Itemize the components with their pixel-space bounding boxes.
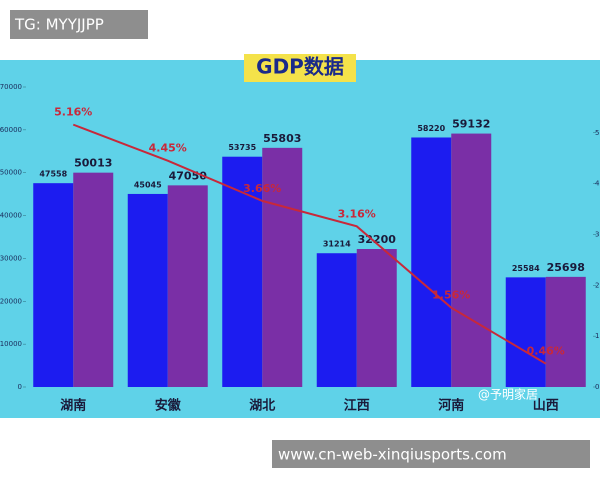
bar <box>127 193 168 387</box>
bar-value-label: 47558 <box>39 170 67 179</box>
bar-value-label: 58220 <box>417 124 445 133</box>
bar <box>505 277 546 387</box>
bar <box>167 185 208 387</box>
y2-tick-label: 4 <box>595 180 600 188</box>
url-text: www.cn-web-xinqiusports.com <box>278 446 507 464</box>
y-tick-label: 20000 <box>0 297 22 305</box>
url-box <box>272 440 590 468</box>
bar <box>262 147 303 387</box>
y2-tick-label: 5 <box>595 129 599 137</box>
bar <box>222 156 263 387</box>
line-value-label: 4.45% <box>149 142 187 155</box>
bar <box>451 133 492 387</box>
x-tick-label: 湖南 <box>60 398 86 414</box>
x-tick-label: 江西 <box>344 398 370 414</box>
x-tick-label: 湖北 <box>249 399 275 414</box>
bar <box>73 172 114 387</box>
y2-tick-label: 0 <box>595 383 599 391</box>
x-tick-label: 河南 <box>438 398 464 414</box>
y2-tick-label: 3 <box>595 230 599 238</box>
bar-value-label: 25584 <box>512 264 540 273</box>
bar-value-label: 53735 <box>228 143 256 152</box>
y2-tick-label: 2 <box>595 281 599 289</box>
line-value-label: 3.16% <box>338 207 376 220</box>
bar-value-label: 25698 <box>547 261 585 274</box>
tag-text: TG: MYYJJPP <box>14 16 104 34</box>
line-value-label: 1.56% <box>432 289 470 302</box>
y-tick-label: 10000 <box>0 340 22 348</box>
line-value-label: 5.16% <box>54 106 92 119</box>
y-tick-label: 30000 <box>0 254 22 262</box>
y-tick-label: 50000 <box>0 169 22 177</box>
y-tick-label: 0 <box>18 383 22 391</box>
y-tick-label: 60000 <box>0 126 22 134</box>
bar-value-label: 50013 <box>74 157 112 170</box>
bar-value-label: 59132 <box>452 118 490 131</box>
x-tick-label: 安徽 <box>155 398 182 414</box>
bar-value-label: 31214 <box>323 240 351 249</box>
line-value-label: 0.46% <box>527 345 565 358</box>
bar <box>545 276 586 387</box>
watermark: @予明家居 <box>478 387 538 402</box>
y-tick-label: 70000 <box>0 83 22 91</box>
x-tick-label: 山西 <box>533 398 559 414</box>
line-value-label: 3.66% <box>243 182 281 195</box>
bar <box>356 249 397 387</box>
bar <box>33 183 74 387</box>
bar-value-label: 45045 <box>134 180 162 189</box>
tag-box <box>10 10 148 39</box>
title-box <box>244 54 356 82</box>
chart-title: GDP数据 <box>256 55 344 79</box>
bar <box>316 253 357 387</box>
bar-value-label: 55803 <box>263 132 301 145</box>
line <box>72 123 547 365</box>
y2-tick-label: 1 <box>595 332 599 340</box>
y-tick-label: 40000 <box>0 212 22 220</box>
bar <box>411 137 452 387</box>
